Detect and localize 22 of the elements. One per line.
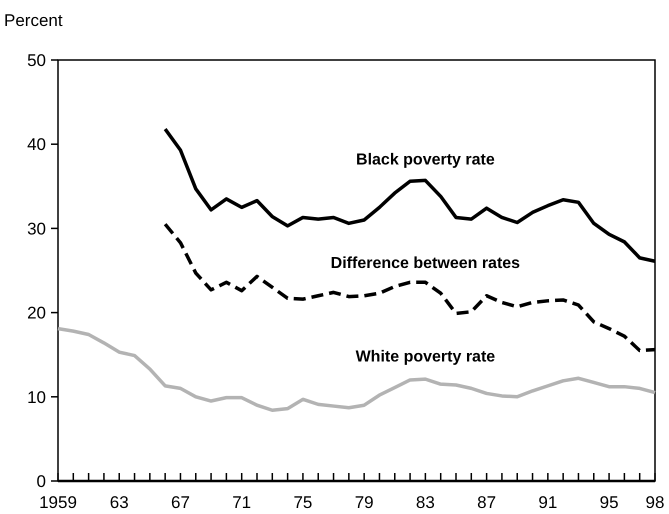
line-series [56,326,657,412]
y-axis-title: Percent [4,11,63,30]
x-tick-label: 87 [477,493,496,512]
x-tick-label: 71 [232,493,252,512]
y-tick-label: 30 [27,219,46,238]
x-tick-label: 1959 [39,493,77,512]
x-tick-label: 63 [110,493,129,512]
y-tick-label: 40 [27,135,46,154]
x-tick-label: 91 [538,493,558,512]
series-label: White poverty rate [356,348,496,366]
y-tick-label: 0 [36,472,46,491]
x-tick-label: 98 [646,493,664,512]
x-tick-label: 79 [354,493,374,512]
x-tick-label: 75 [293,493,312,512]
series-label: Difference between rates [330,254,520,272]
series-label: Black poverty rate [356,151,495,168]
y-tick-label: 20 [27,304,46,323]
y-tick-label: 10 [27,388,46,407]
x-tick-label: 95 [600,493,619,512]
y-tick-label: 50 [27,50,46,70]
x-tick-label: 67 [171,493,190,512]
x-tick-label: 83 [416,493,435,512]
